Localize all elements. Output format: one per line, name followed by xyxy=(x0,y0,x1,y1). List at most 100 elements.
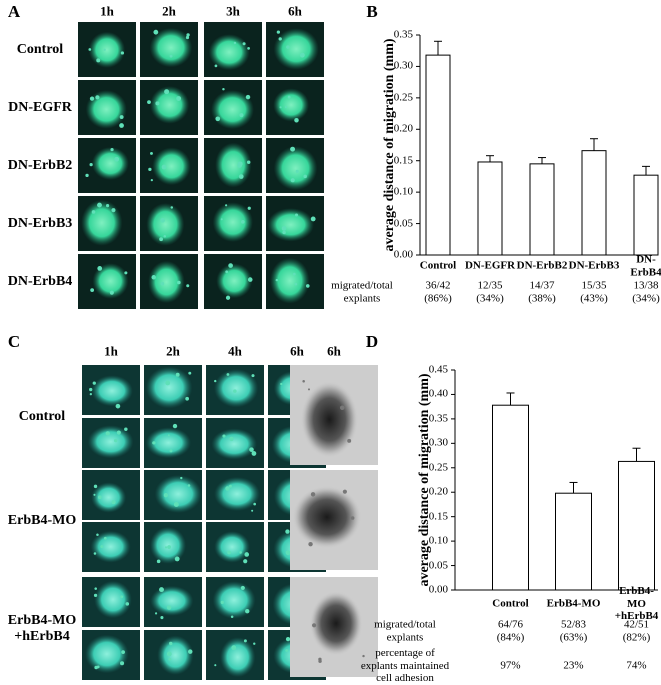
cell-dot xyxy=(229,436,234,442)
y-tick-label: 0.25 xyxy=(428,461,448,474)
cell-dot xyxy=(155,101,160,106)
cell-dot xyxy=(93,493,96,496)
cell-dot xyxy=(120,595,124,599)
cell-dot xyxy=(285,550,291,556)
cell-dot xyxy=(169,54,173,58)
cell-dot xyxy=(94,587,97,590)
cell-dot xyxy=(299,52,305,58)
y-tick-label: 0.30 xyxy=(428,437,448,450)
cell-dot xyxy=(230,615,234,618)
explant xyxy=(269,257,310,304)
cell-dot xyxy=(339,405,345,411)
cell-dot xyxy=(290,178,295,183)
cell-dot xyxy=(119,123,124,128)
explant xyxy=(212,202,254,242)
cell-dot xyxy=(97,495,102,500)
cell-dot xyxy=(121,650,125,655)
cell-dot xyxy=(166,651,172,657)
cell-dot xyxy=(247,206,251,210)
cell-dot xyxy=(239,113,244,118)
cell-dot xyxy=(106,204,110,208)
x-tick-label: DN-ErbB2 xyxy=(516,259,568,272)
cell-dot xyxy=(225,270,229,274)
y-tick-label: 0.45 xyxy=(428,363,448,376)
cell-dot xyxy=(303,174,307,179)
bar xyxy=(633,174,659,256)
explant xyxy=(149,86,190,124)
bar xyxy=(425,54,451,256)
explant xyxy=(145,427,192,459)
cell-dot xyxy=(176,96,182,101)
cell-dot xyxy=(350,516,355,520)
cell-dot xyxy=(237,161,243,167)
explant xyxy=(214,531,250,563)
cell-dot xyxy=(154,612,158,615)
cell-dot xyxy=(347,438,352,443)
cell-dot xyxy=(251,451,257,456)
cell-dot xyxy=(215,116,221,122)
explant xyxy=(208,34,250,71)
cell-dot xyxy=(302,379,305,383)
cell-dot xyxy=(93,552,97,555)
table-cell: 23% xyxy=(563,659,584,672)
explant xyxy=(150,585,194,616)
explant xyxy=(85,89,127,129)
table-cell: 36/42 (86%) xyxy=(424,279,452,304)
table-cell: 64/76 (84%) xyxy=(496,618,525,643)
cell-dot xyxy=(225,486,230,491)
cell-dot xyxy=(249,447,254,452)
bar xyxy=(555,492,592,591)
explant xyxy=(214,476,260,512)
cell-dot xyxy=(169,449,173,453)
explant xyxy=(267,208,314,242)
cell-dot xyxy=(113,438,118,443)
row-label: DN-EGFR xyxy=(8,99,72,115)
cell-dot xyxy=(243,639,247,643)
panel-label: D xyxy=(365,332,379,352)
x-tick-label: DN-ErbB3 xyxy=(568,259,620,272)
cell-dot xyxy=(251,509,254,512)
row-label: DN-ErbB4 xyxy=(7,273,73,289)
explant xyxy=(300,380,359,459)
cell-dot xyxy=(120,51,124,55)
panel-label: C xyxy=(7,332,21,352)
table-cell: 74% xyxy=(626,659,647,672)
cell-dot xyxy=(214,379,217,383)
cell-dot xyxy=(228,484,232,488)
cell-dot xyxy=(163,493,169,498)
y-tick-label: 0.20 xyxy=(393,122,413,135)
x-tick-label: DN-EGFR xyxy=(464,259,516,272)
cell-dot xyxy=(311,623,317,628)
explant xyxy=(92,263,129,299)
y-tick-label: 0.30 xyxy=(393,60,413,73)
y-tick-label: 0.10 xyxy=(393,185,413,198)
cell-dot xyxy=(285,649,289,652)
explant xyxy=(309,590,363,656)
cell-dot xyxy=(177,280,181,285)
cell-dot xyxy=(294,282,298,286)
cell-dot xyxy=(160,616,164,620)
column-label: 1h xyxy=(104,343,118,359)
x-tick-label: Control xyxy=(419,259,457,272)
y-tick-label: 0.35 xyxy=(393,28,413,41)
explant xyxy=(273,146,318,191)
table-cell: 97% xyxy=(500,659,521,672)
cell-dot xyxy=(278,37,282,41)
cell-dot xyxy=(89,387,93,392)
cell-dot xyxy=(214,64,218,68)
table-row-label: percentage of explants maintained cell a… xyxy=(360,647,450,685)
cell-dot xyxy=(163,234,167,238)
y-tick-label: 0.35 xyxy=(428,412,448,425)
cell-dot xyxy=(231,645,237,651)
cell-dot xyxy=(124,427,128,431)
explant xyxy=(154,475,202,514)
table-cell: 14/37 (38%) xyxy=(528,279,556,304)
y-tick-label: 0.25 xyxy=(393,91,413,104)
cell-dot xyxy=(103,48,106,51)
cell-dot xyxy=(105,431,110,436)
cell-dot xyxy=(151,275,156,280)
table-cell: 52/83 (63%) xyxy=(559,618,588,643)
cell-dot xyxy=(92,381,96,385)
cell-dot xyxy=(239,551,242,554)
cell-dot xyxy=(228,263,233,268)
